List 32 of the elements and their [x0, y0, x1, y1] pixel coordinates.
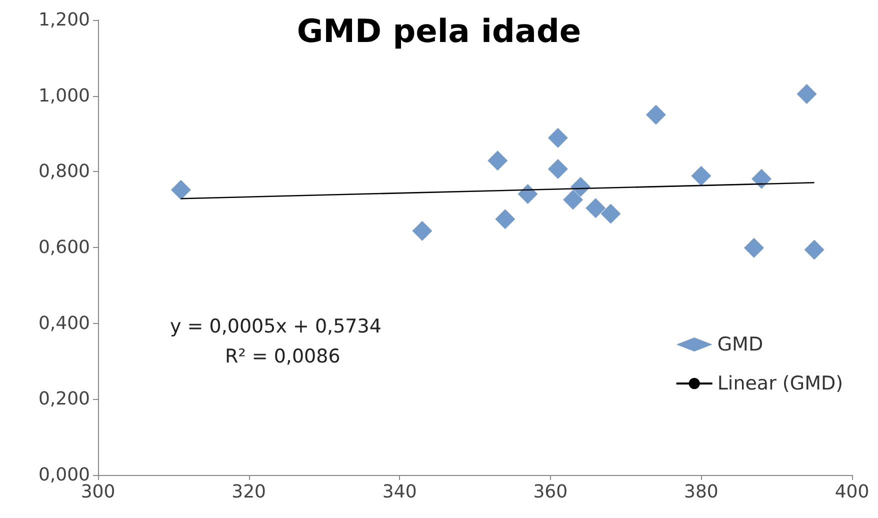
point — [646, 104, 666, 125]
point — [412, 220, 432, 241]
x-tick-label: 380 — [684, 482, 718, 502]
annotation: R² = 0,0086 — [225, 346, 340, 368]
point — [804, 240, 824, 260]
y-tick-label: 0,200 — [38, 388, 90, 410]
y-tick-label: 0,600 — [38, 237, 90, 258]
point — [563, 190, 584, 210]
x-tick-label: 360 — [533, 482, 568, 502]
point — [488, 150, 508, 171]
point — [518, 184, 538, 204]
point — [600, 204, 621, 224]
point — [495, 209, 516, 230]
x-tick-label: 400 — [834, 482, 870, 502]
y-tick-label: 1,200 — [38, 10, 90, 30]
chart-title: GMD pela idade — [296, 12, 582, 50]
legend-label: Linear (GMD) — [717, 372, 844, 394]
y-tick-label: 0,400 — [38, 312, 90, 334]
point — [586, 198, 606, 218]
y-tick-label: 1,000 — [38, 85, 90, 106]
legend-label: GMD — [717, 334, 764, 356]
annotation: y = 0,0005x + 0,5734 — [170, 316, 382, 338]
point — [744, 238, 764, 258]
point — [796, 84, 817, 104]
point — [691, 166, 712, 186]
point — [548, 159, 568, 180]
point — [752, 168, 772, 189]
y-tick-label: 0,800 — [38, 161, 90, 182]
x-tick-label: 340 — [382, 482, 417, 502]
x-tick-label: 320 — [232, 482, 266, 502]
point — [170, 180, 191, 200]
point — [548, 128, 568, 148]
